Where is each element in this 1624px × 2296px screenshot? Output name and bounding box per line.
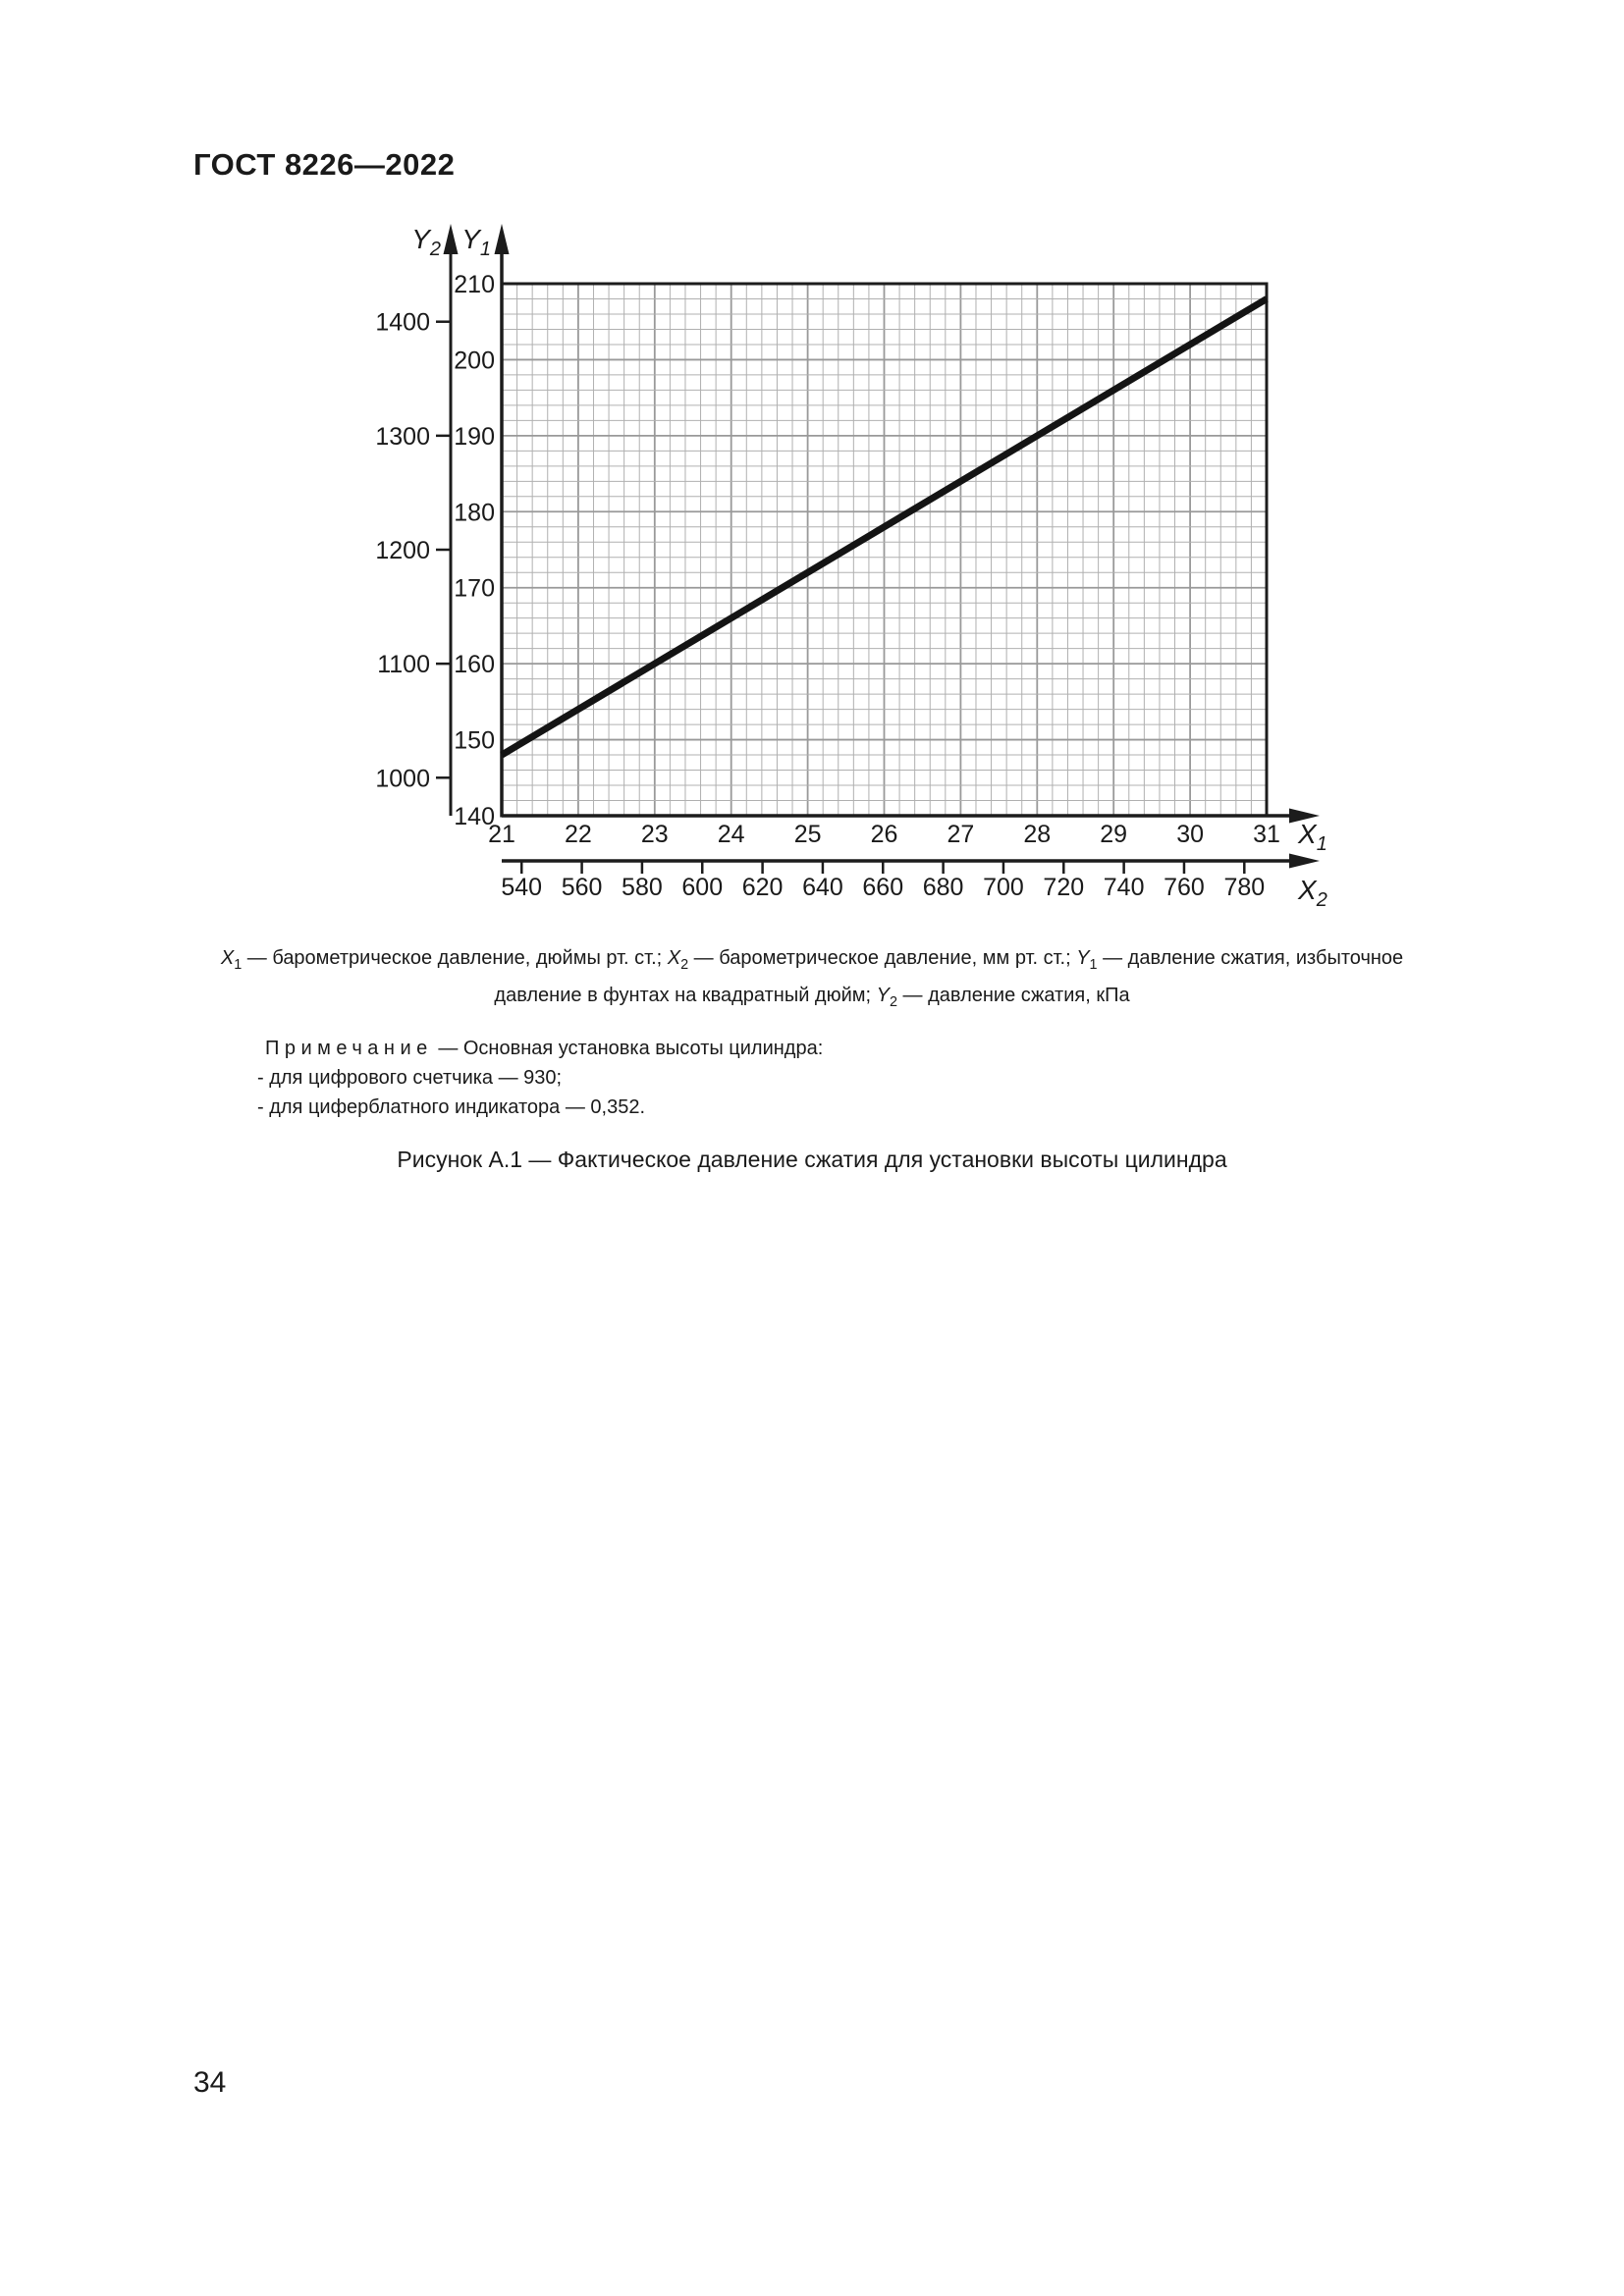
- y2-tick-label: 1300: [375, 423, 430, 451]
- note-heading: Примечание — Основная установка высоты ц…: [257, 1034, 823, 1063]
- x2-tick-label: 680: [923, 874, 964, 901]
- x2-tick-label: 580: [622, 874, 663, 901]
- document-header: ГОСТ 8226—2022: [193, 147, 456, 182]
- y1-tick-label: 210: [454, 271, 495, 298]
- note-item: - для цифрового счетчика — 930;: [257, 1067, 563, 1089]
- y1-tick-label: 160: [454, 651, 495, 678]
- page-number: 34: [193, 2066, 227, 2099]
- x1-tick-label: 31: [1253, 821, 1280, 848]
- note-intro: — Основная установка высоты цилиндра:: [432, 1038, 824, 1059]
- note-block: Примечание — Основная установка высоты ц…: [257, 1034, 823, 1122]
- x1-tick-label: 28: [1023, 821, 1051, 848]
- x2-tick-label: 640: [802, 874, 843, 901]
- legend-var: X: [667, 947, 681, 969]
- y2-axis-label: Y2: [411, 224, 441, 260]
- x1-tick-label: 23: [641, 821, 669, 848]
- x2-tick-label: 740: [1104, 874, 1145, 901]
- legend-var: Y: [876, 985, 890, 1006]
- x2-tick-label: 760: [1164, 874, 1205, 901]
- note-item: - для циферблатного индикатора — 0,352.: [257, 1096, 645, 1118]
- x2-tick-label: 540: [501, 874, 542, 901]
- figure-caption: Рисунок А.1 — Фактическое давление сжати…: [397, 1147, 1227, 1172]
- y1-tick-label: 170: [454, 575, 495, 603]
- x1-tick-label: 22: [565, 821, 592, 848]
- x1-tick-label: 26: [871, 821, 898, 848]
- x1-tick-label: 21: [488, 821, 515, 848]
- x2-tick-label: 560: [562, 874, 603, 901]
- y1-axis-label: Y1: [461, 224, 491, 260]
- x1-tick-label: 27: [947, 821, 974, 848]
- chart-axes: [443, 224, 1320, 869]
- legend-var: Y: [1076, 947, 1090, 969]
- chart-data-line: [500, 295, 1269, 759]
- y1-tick-label: 150: [454, 727, 495, 755]
- x2-axis-label: X2: [1297, 875, 1327, 911]
- x2-tick-label: 600: [681, 874, 723, 901]
- x2-tick-label: 720: [1043, 874, 1084, 901]
- y1-tick-label: 140: [454, 803, 495, 830]
- axis-arrow-icon: [443, 224, 459, 254]
- y2-tick-label: 1200: [375, 537, 430, 564]
- x1-axis-label: X1: [1297, 819, 1327, 855]
- y1-tick-label: 180: [454, 499, 495, 526]
- chart-legend: X1 — барометрическое давление, дюймы рт.…: [220, 947, 1404, 1010]
- y2-tick-label: 1400: [375, 309, 430, 337]
- x1-tick-label: 24: [718, 821, 745, 848]
- chart-axis-names: Y2 Y1 X1 X2: [411, 224, 1327, 911]
- y2-tick-label: 1000: [375, 765, 430, 792]
- note-label: Примечание: [265, 1038, 433, 1059]
- x1-tick-label: 29: [1100, 821, 1127, 848]
- y1-tick-label: 200: [454, 347, 495, 374]
- y2-tick-label: 1100: [377, 651, 430, 678]
- x2-tick-label: 620: [742, 874, 784, 901]
- x1-tick-label: 25: [794, 821, 822, 848]
- axis-arrow-icon: [494, 224, 510, 254]
- y1-tick-label: 190: [454, 423, 495, 451]
- x2-tick-label: 700: [983, 874, 1024, 901]
- compression-pressure-chart: 210 200 190 180 170 160 150 140 1400 1300 1200 1100…: [0, 0, 1624, 942]
- legend-var: X: [220, 947, 235, 969]
- axis-arrow-icon: [1289, 808, 1320, 824]
- x2-tick-label: 780: [1223, 874, 1265, 901]
- axis-arrow-icon: [1289, 853, 1320, 869]
- chart-tick-labels: 210 200 190 180 170 160 150 140 1400 1300 1200 1100…: [375, 271, 1280, 901]
- x2-tick-label: 660: [862, 874, 903, 901]
- chart-canvas: 210 200 190 180 170 160 150 140 1400 1300 1200 1100…: [375, 224, 1327, 911]
- x1-tick-label: 30: [1176, 821, 1204, 848]
